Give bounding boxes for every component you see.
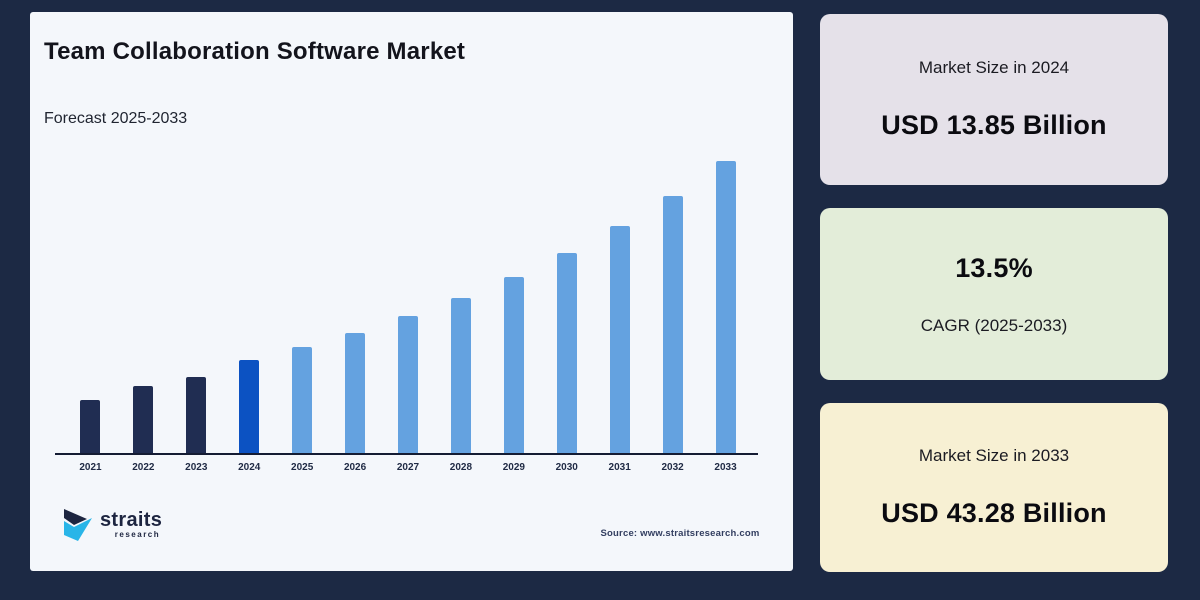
- bar-2023: [186, 377, 207, 453]
- page-title: Team Collaboration Software Market: [44, 38, 466, 65]
- chart-panel: Team Collaboration Software Market Forec…: [30, 12, 793, 571]
- bar-slot-2026: [329, 161, 382, 453]
- bar-slot-2022: [117, 161, 170, 453]
- cagr-value: 13.5%: [955, 252, 1033, 283]
- cagr-label: CAGR (2025-2033): [920, 315, 1068, 335]
- stat-card: Market Size in 2033 USD 43.28 Billion: [820, 403, 1168, 572]
- bar-2028: [450, 298, 471, 453]
- forecast-subtitle: Forecast 2025-2033: [44, 110, 188, 127]
- x-axis-label-2027: 2027: [396, 462, 420, 473]
- x-axis-label-2030: 2030: [555, 462, 578, 473]
- stat-card: 13.5% CAGR (2025-2033): [820, 208, 1168, 380]
- bar-2033: [715, 161, 736, 453]
- market-size-2024-value: USD 13.85 Billion: [881, 110, 1107, 140]
- x-axis-label-2031: 2031: [608, 462, 631, 473]
- market-size-2024-label: Market Size in 2024: [918, 58, 1070, 77]
- logo-arrow-icon: [64, 509, 92, 541]
- logo-text: straits research: [100, 510, 162, 540]
- bar-slot-2033: [699, 161, 752, 453]
- bar-slot-2031: [593, 161, 646, 453]
- bar-chart: [64, 161, 752, 453]
- x-axis-line: [55, 453, 758, 455]
- x-axis-labels: 2021 2022 2023 2024 2025 2026 2027 2028 2029 2030…: [64, 462, 752, 473]
- x-axis-label-2021: 2021: [79, 462, 102, 473]
- bar-2025: [292, 347, 313, 453]
- bar-slot-2023: [170, 161, 223, 453]
- source-attribution: Source: www.straitsresearch.com: [600, 528, 760, 539]
- x-axis-label-2024: 2024: [238, 462, 261, 473]
- bar-2030: [556, 253, 577, 453]
- market-size-2033-label: Market Size in 2033: [918, 446, 1070, 465]
- stat-card: Market Size in 2024 USD 13.85 Billion: [820, 14, 1168, 185]
- logo-subtext: research: [114, 530, 161, 539]
- bar-slot-2032: [646, 161, 699, 453]
- x-axis-label-2028: 2028: [449, 462, 473, 473]
- bar-slot-2027: [382, 161, 435, 453]
- bar-2032: [662, 196, 683, 453]
- x-axis-label-2022: 2022: [132, 462, 155, 473]
- bar-slot-2030: [540, 161, 593, 453]
- bar-2024: [239, 360, 260, 453]
- x-axis-label-2033: 2033: [714, 462, 737, 473]
- bar-slot-2029: [487, 161, 540, 453]
- bar-slot-2025: [276, 161, 329, 453]
- x-axis-label-2032: 2032: [661, 462, 684, 473]
- bar-slot-2021: [64, 161, 117, 453]
- straits-research-logo: straits research: [58, 504, 162, 546]
- bar-2022: [133, 386, 154, 453]
- logo-name: straits: [100, 509, 163, 531]
- x-axis-label-2025: 2025: [291, 462, 314, 473]
- x-axis-label-2023: 2023: [185, 462, 208, 473]
- bar-slot-2024: [223, 161, 276, 453]
- bar-2021: [80, 400, 101, 453]
- bar-slot-2028: [434, 161, 487, 453]
- x-axis-label-2026: 2026: [343, 462, 367, 473]
- bar-2031: [609, 226, 630, 453]
- x-axis-label-2029: 2029: [502, 462, 525, 473]
- bar-2029: [503, 277, 524, 453]
- market-size-2033-value: USD 43.28 Billion: [881, 498, 1107, 528]
- bar-2026: [345, 333, 366, 453]
- bar-2027: [397, 316, 418, 453]
- stat-cards: Market Size in 2024 USD 13.85 Billion 13…: [820, 14, 1168, 572]
